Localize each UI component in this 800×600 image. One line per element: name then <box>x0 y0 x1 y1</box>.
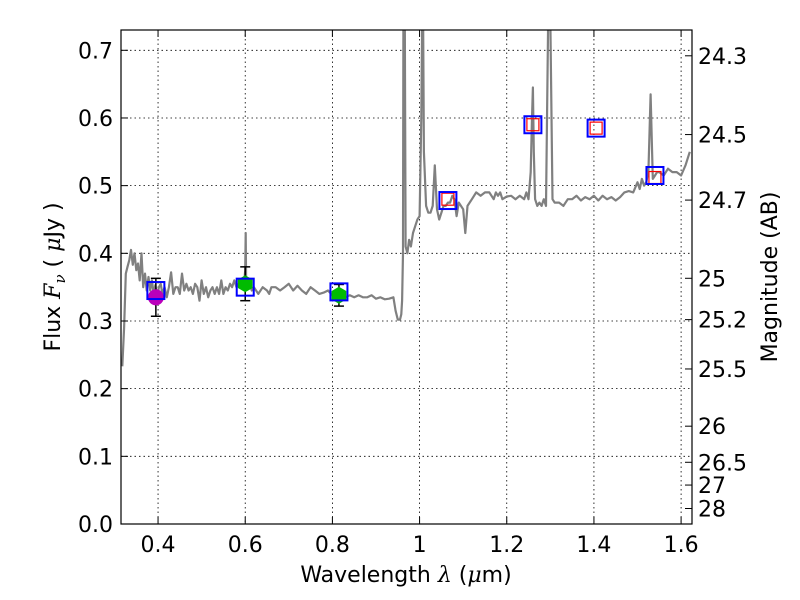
model-flux-box <box>329 282 349 302</box>
model-flux-box <box>146 281 166 301</box>
tick-marks <box>121 30 692 525</box>
x-tick-label: 0.4 <box>141 533 176 558</box>
y-tick-label: 0.0 <box>78 513 113 538</box>
y-axis-title: Flux Fν ( μJy ) <box>41 202 69 351</box>
y-tick-label: 0.1 <box>78 445 113 470</box>
observed-flux-box <box>526 118 540 132</box>
y-tick-label: 0.6 <box>78 107 113 132</box>
observed-flux-box <box>589 121 603 135</box>
y2-tick-label: 26.5 <box>698 451 747 476</box>
model-flux-box <box>438 191 458 211</box>
magenta-point <box>147 289 164 306</box>
spectrum-series <box>121 30 691 367</box>
x-tick-label: 1 <box>413 533 427 558</box>
y-tick-label: 0.5 <box>78 175 113 200</box>
x-tick-label: 0.8 <box>315 533 350 558</box>
y-tick-labels: 0.0 0.1 0.2 0.3 0.4 0.5 0.6 0.7 <box>78 39 113 538</box>
y2-tick-label: 24.3 <box>698 45 747 70</box>
y2-tick-label: 24.7 <box>698 189 747 214</box>
y2-tick-label: 24.5 <box>698 124 747 149</box>
y2-tick-label: 25 <box>698 267 726 292</box>
y2-tick-label: 25.2 <box>698 309 747 334</box>
x-tick-label: 1.6 <box>664 533 699 558</box>
y2-tick-label: 25.5 <box>698 358 747 383</box>
model-flux-box <box>235 277 255 297</box>
y2-tick-label: 28 <box>698 497 726 522</box>
spectrum-line <box>121 30 691 367</box>
model-flux-box <box>645 165 665 185</box>
y2-axis-title: Magnitude (AB) <box>758 192 783 363</box>
y2-tick-label: 26 <box>698 415 726 440</box>
x-tick-label: 1.2 <box>489 533 524 558</box>
plot-frame <box>120 29 693 525</box>
y-tick-label: 0.7 <box>78 39 113 64</box>
model-flux-box <box>523 115 543 135</box>
x-tick-label: 0.6 <box>228 533 263 558</box>
y-tick-label: 0.4 <box>78 242 113 267</box>
y-tick-label: 0.3 <box>78 310 113 335</box>
model-flux-box <box>586 118 606 138</box>
x-axis-title: Wavelength λ (μm) <box>300 563 511 588</box>
marker-layer <box>146 115 665 317</box>
x-tick-label: 1.4 <box>576 533 611 558</box>
x-tick-labels: 0.4 0.6 0.8 1 1.2 1.4 1.6 <box>141 533 699 558</box>
y2-tick-label: 27 <box>698 474 726 499</box>
y-tick-label: 0.2 <box>78 378 113 403</box>
observed-flux-box <box>441 192 455 206</box>
